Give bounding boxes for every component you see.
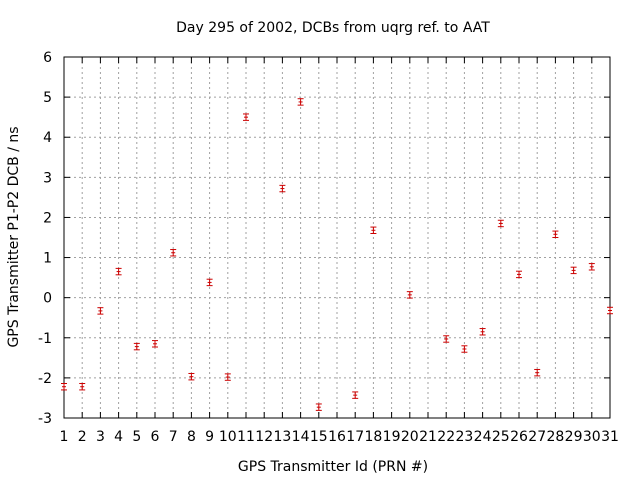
y-tick-label: -3 [38,411,52,427]
x-tick-label: 18 [364,429,382,445]
y-tick-label: 6 [43,50,52,66]
data-point [79,383,86,391]
x-tick-label: 26 [510,429,528,445]
x-tick-label: 30 [583,429,601,445]
data-point [370,226,377,234]
grid-lines [64,57,610,418]
chart-title: Day 295 of 2002, DCBs from uqrg ref. to … [176,20,490,36]
data-point [224,373,231,381]
x-tick-label: 4 [114,429,123,445]
y-axis: -3 -2 -1 0 1 2 3 4 5 6 [38,50,610,427]
y-tick-label: 1 [43,251,52,267]
data-point [188,372,195,381]
x-tick-label: 28 [546,429,564,445]
data-point [552,230,559,238]
x-tick-label: 11 [237,429,255,445]
data-point [61,383,67,391]
data-point [443,335,450,343]
x-tick-label: 14 [292,429,310,445]
x-tick-label: 23 [455,429,473,445]
data-point [115,267,122,276]
x-tick-label: 29 [565,429,583,445]
data-point [297,98,304,106]
y-tick-label: 5 [43,90,52,106]
x-tick-label: 8 [187,429,196,445]
y-tick-label: -2 [38,371,52,387]
x-tick-label: 21 [419,429,437,445]
x-tick-label: 2 [78,429,87,445]
data-point [279,184,286,193]
data-point [534,368,541,377]
x-tick-label: 3 [96,429,105,445]
data-point [479,328,486,336]
data-point [516,270,522,279]
data-point [315,403,322,411]
x-tick-label: 19 [383,429,401,445]
data-point [352,391,359,399]
y-tick-label: 0 [43,291,52,307]
x-tick-label: 7 [169,429,178,445]
data-point [97,307,104,315]
data-point [243,113,249,121]
x-tick-label: 25 [492,429,510,445]
data-point [170,249,177,257]
x-tick-label: 16 [328,429,346,445]
y-axis-label: GPS Transmitter P1-P2 DCB / ns [6,126,22,347]
x-tick-label: 13 [273,429,291,445]
x-tick-label: 24 [474,429,492,445]
data-point [206,278,213,287]
data-point [133,342,140,351]
data-point [607,306,613,315]
x-tick-label: 9 [205,429,214,445]
x-tick-label: 5 [132,429,141,445]
data-point [497,219,504,228]
x-tick-label: 17 [346,429,364,445]
x-tick-label: 6 [151,429,160,445]
x-axis: 1 2 3 4 5 6 7 8 9 10 11 12 13 14 15 16 17 18 19 20 21 22 23 24 2… [60,57,619,445]
data-point [406,291,413,299]
x-tick-label: 27 [528,429,546,445]
x-tick-label: 22 [437,429,455,445]
data-point [588,263,595,271]
data-points [61,98,613,411]
y-tick-label: -1 [38,331,52,347]
data-point [461,345,468,353]
x-tick-label: 15 [310,429,328,445]
data-point [570,266,577,275]
data-point [152,340,158,348]
y-tick-label: 2 [43,210,52,226]
x-tick-label: 1 [60,429,69,445]
x-axis-label: GPS Transmitter Id (PRN #) [238,459,428,475]
x-tick-label: 31 [601,429,619,445]
x-tick-label: 10 [219,429,237,445]
y-tick-label: 3 [43,170,52,186]
x-tick-label: 20 [401,429,419,445]
y-tick-label: 4 [43,130,52,146]
x-tick-label: 12 [255,429,273,445]
